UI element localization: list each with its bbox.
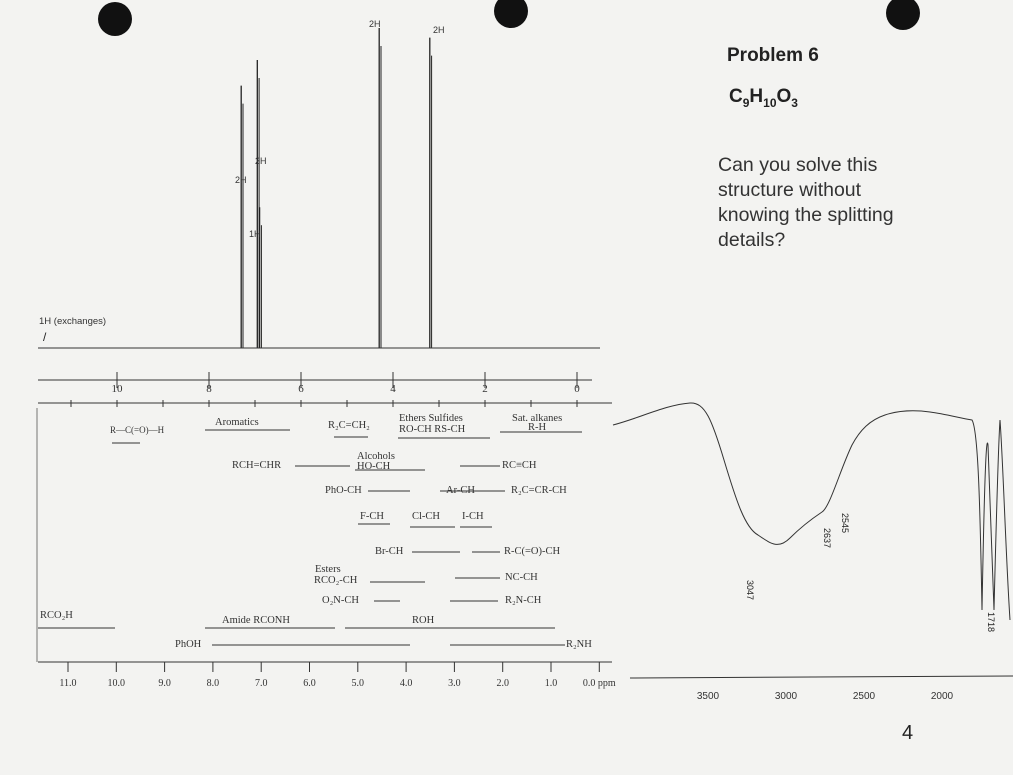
bottom-tick-label-0: 0.0 ppm — [583, 678, 616, 689]
bottom-tick-label-4: 4.0 — [400, 678, 413, 689]
label-alcohols2: HO-CH — [357, 461, 391, 472]
bottom-tick-label-2: 2.0 — [496, 678, 509, 689]
nmr-peaks — [240, 28, 433, 348]
bottom-tick-label-1: 1.0 — [545, 678, 558, 689]
ir-axis-ticks: 35003000250020001 — [697, 691, 954, 702]
label-pho-ch: PhO-CH — [325, 485, 362, 496]
problem-title: Problem 6 — [727, 45, 819, 66]
label-alkenes: R₂C=CH₂ — [328, 420, 370, 431]
exchange-label: 1H (exchanges) — [39, 316, 107, 327]
label-rch-chr: RCH=CHR — [232, 460, 282, 471]
label-esters: Esters — [315, 564, 341, 575]
label-aromatics: Aromatics — [215, 417, 259, 428]
label-alcohols: Alcohols — [357, 451, 395, 462]
correlation-range-bars — [38, 429, 582, 646]
label-cl-ch: Cl-CH — [412, 511, 441, 522]
bottom-tick-label-11: 11.0 — [59, 678, 76, 689]
bottom-tick-label-10: 10.0 — [108, 678, 126, 689]
ir-x-axis — [629, 675, 1013, 679]
top-tick-label-4: 4 — [390, 383, 396, 395]
label-f-ch: F-CH — [360, 511, 384, 522]
top-axis-ticks: 10 8 6 4 2 0 — [70, 372, 580, 407]
ir-tick-label-0: 3500 — [697, 691, 720, 702]
bottom-tick-label-7: 7.0 — [255, 678, 268, 689]
label-alkanes2: R-H — [528, 422, 547, 433]
bottom-axis-ticks: 11.0 10.0 9.0 8.0 7.0 6.0 5.0 4.0 3.0 2.0 1.0 0.0 p… — [59, 662, 616, 689]
label-rco2h: RCO₂H — [40, 610, 73, 621]
label-nc-ch: NC-CH — [505, 572, 538, 583]
peak-label-1: 2H — [235, 175, 247, 185]
label-ethers2: RO-CH RS-CH — [399, 424, 466, 435]
ir-peak-3047: 3047 — [745, 580, 755, 601]
top-tick-label-10: 10 — [112, 383, 124, 395]
label-r2nh: R₂NH — [566, 639, 592, 650]
ir-tick-label-3: 2000 — [931, 691, 954, 702]
top-tick-label-2: 2 — [482, 383, 488, 395]
peak-label-3: 1H — [249, 229, 261, 239]
ir-peak-1718: 1718 — [986, 612, 996, 633]
ir-peak-2637: 2637 — [822, 528, 832, 549]
label-amide: Amide RCONH — [222, 615, 290, 626]
label-ar-ch: Ar-CH — [446, 485, 475, 496]
peak-label-2: 2H — [255, 156, 267, 166]
bottom-tick-label-9: 9.0 — [158, 678, 171, 689]
top-tick-label-6: 6 — [298, 383, 304, 395]
top-tick-label-0: 0 — [574, 383, 580, 395]
peak-label-5: 2H — [433, 25, 445, 35]
label-i-ch: I-CH — [462, 511, 484, 522]
problem-question: Can you solve this structure without kno… — [718, 154, 894, 251]
label-br-ch: Br-CH — [375, 546, 404, 557]
binder-hole-3 — [886, 0, 920, 30]
label-aldehyde: R—C(=O)—H — [110, 425, 165, 435]
ir-peak-2545: 2545 — [840, 513, 850, 534]
label-ethers: Ethers Sulfides — [399, 413, 463, 424]
ir-tick-label-2: 2500 — [853, 691, 876, 702]
ir-trace — [612, 402, 1011, 621]
label-r2n-ch: R₂N-CH — [505, 595, 542, 606]
top-tick-label-8: 8 — [206, 383, 212, 395]
molecular-formula: C9H10O3 — [729, 86, 798, 110]
exchange-mark: / — [43, 330, 47, 344]
bottom-tick-label-5: 5.0 — [352, 678, 365, 689]
bottom-tick-label-6: 6.0 — [303, 678, 316, 689]
label-phoh: PhOH — [175, 639, 202, 650]
bottom-tick-label-3: 3.0 — [448, 678, 461, 689]
binder-hole-2 — [494, 0, 528, 28]
label-r2c-cr-ch: R₂C=CR-CH — [511, 485, 567, 496]
ir-tick-label-1: 3000 — [775, 691, 798, 702]
label-roh: ROH — [412, 615, 435, 626]
binder-hole-1 — [98, 2, 132, 36]
label-rco2-ch: RCO₂-CH — [314, 575, 358, 586]
bottom-tick-label-8: 8.0 — [207, 678, 220, 689]
label-rc-ch: RC≡CH — [502, 460, 537, 471]
label-ketone: R-C(=O)-CH — [504, 546, 561, 557]
label-alkanes: Sat. alkanes — [512, 413, 563, 424]
page-number: 4 — [902, 722, 914, 744]
peak-label-4: 2H — [369, 19, 381, 29]
label-o2n-ch: O₂N-CH — [322, 595, 359, 606]
